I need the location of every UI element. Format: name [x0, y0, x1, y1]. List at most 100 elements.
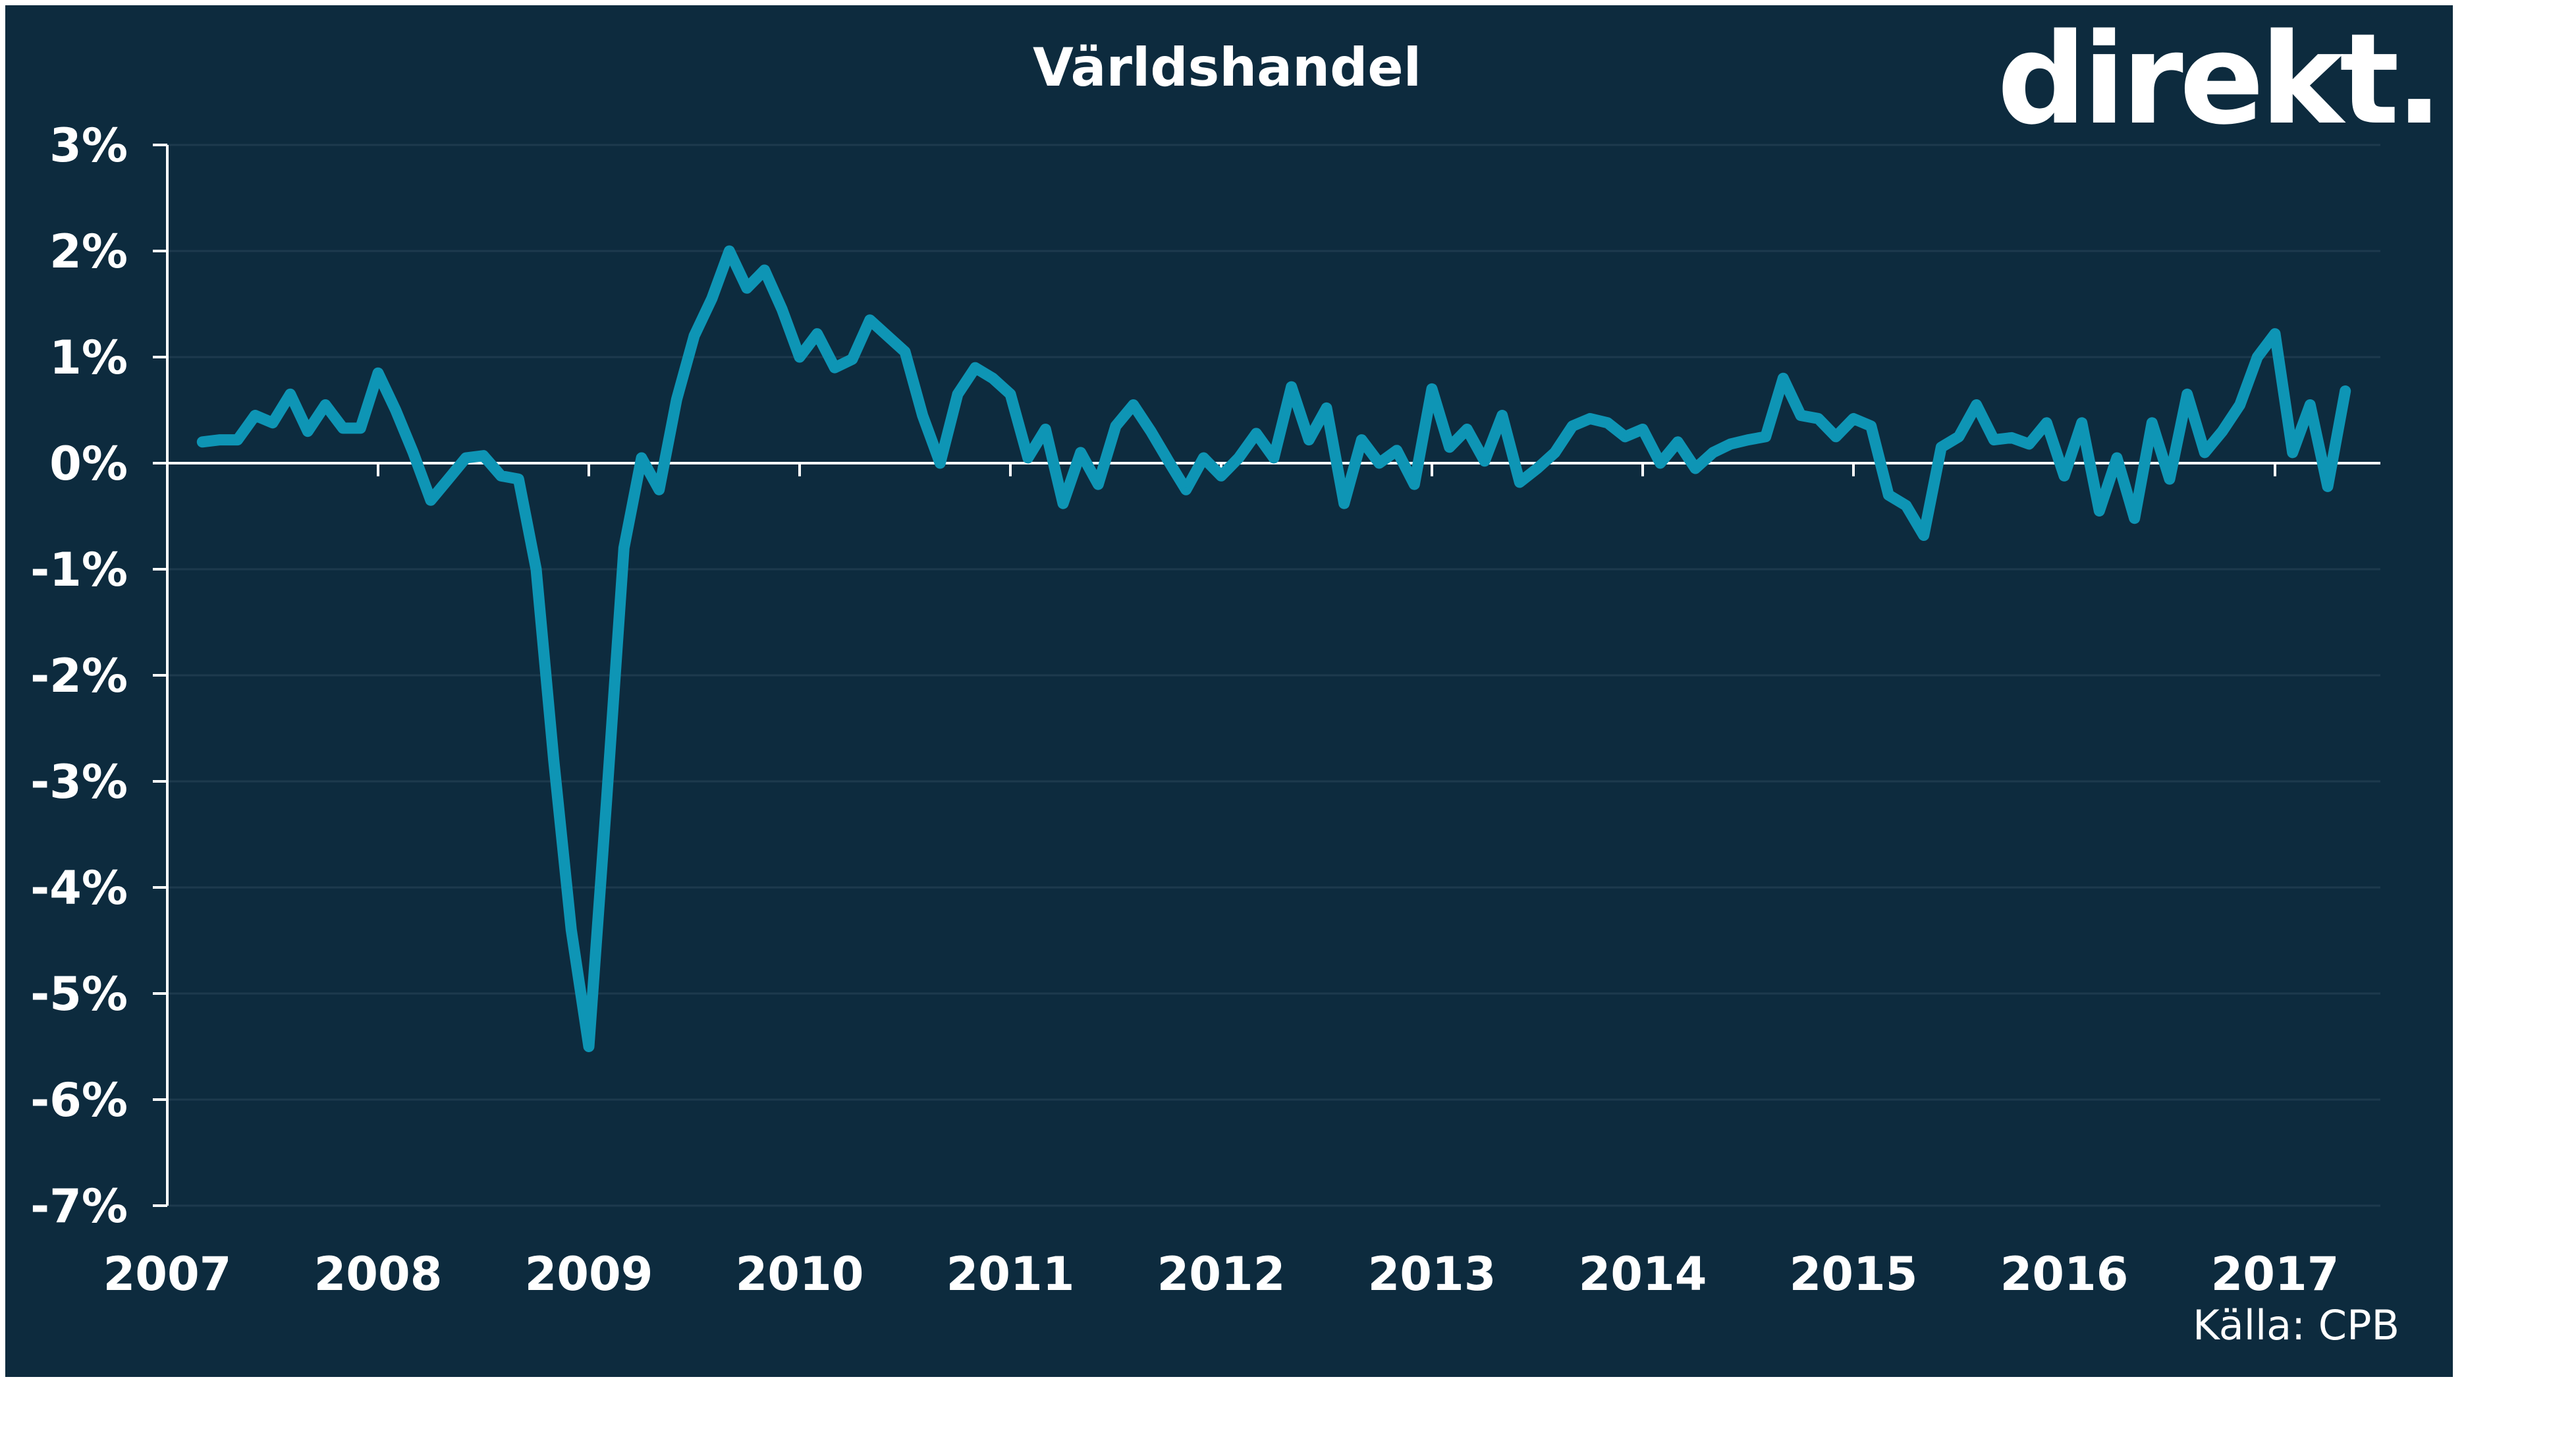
x-tick-label: 2007 — [103, 1247, 232, 1301]
data-point — [991, 376, 995, 381]
data-point — [833, 366, 837, 370]
data-point — [1114, 424, 1118, 428]
chart-panel: 3% 2% 1% 0% -1% -2% -3% -4% -5% -6% -7% 2007 2008 20… — [5, 5, 2453, 1377]
data-point — [1886, 493, 1891, 497]
data-point — [2343, 389, 2347, 393]
data-point — [271, 420, 275, 425]
data-point — [1342, 501, 1346, 506]
series-line-world-trade — [196, 245, 2351, 1052]
y-tick-label: -3% — [30, 755, 128, 809]
data-point — [1043, 427, 1048, 432]
y-tick-label: 2% — [49, 225, 128, 279]
y-tick-label: 0% — [49, 437, 128, 491]
data-point — [1728, 442, 1733, 446]
data-point — [2290, 450, 2295, 455]
data-point — [393, 408, 398, 412]
data-point — [2097, 509, 2102, 513]
data-point — [218, 437, 222, 442]
data-point — [1974, 403, 1979, 407]
data-point — [2044, 420, 2049, 425]
data-point — [1869, 424, 1873, 428]
data-point — [1851, 416, 1855, 421]
data-point — [1921, 533, 1926, 538]
data-point — [903, 349, 907, 354]
data-point — [323, 403, 327, 407]
data-point — [2308, 403, 2313, 407]
data-point — [2115, 456, 2119, 460]
data-point — [1447, 445, 1452, 449]
chart-title: Världshandel — [1033, 37, 1421, 98]
data-point — [692, 333, 696, 338]
x-tick-label: 2014 — [1579, 1247, 1707, 1301]
data-point — [938, 461, 943, 465]
x-tick-label: 2012 — [1157, 1247, 1286, 1301]
data-point — [306, 429, 310, 434]
data-point — [429, 498, 433, 503]
data-point — [1939, 445, 1944, 449]
data-point — [604, 800, 609, 805]
data-point — [622, 546, 626, 550]
data-point — [1078, 450, 1083, 455]
y-tick-label: -5% — [30, 967, 128, 1021]
data-point — [1149, 429, 1153, 434]
data-point — [1061, 501, 1065, 506]
chart-svg: 3%2%1%0%-1%-2%-3%-4%-5%-6%-7% 2007 2008 20… — [30, 7, 2443, 1349]
data-point — [1518, 480, 1522, 484]
data-point — [1500, 413, 1504, 418]
data-point — [762, 268, 767, 272]
data-point — [885, 333, 890, 338]
x-tick-label: 2017 — [2211, 1247, 2340, 1301]
data-point — [1816, 416, 1821, 421]
data-point — [2168, 477, 2172, 482]
data-point — [2062, 474, 2066, 478]
data-point — [1289, 385, 1294, 389]
source-note: Källa: CPB — [2193, 1301, 2399, 1349]
data-point — [1465, 427, 1469, 432]
data-point — [376, 371, 380, 376]
data-point — [1166, 459, 1170, 463]
data-point — [551, 758, 556, 762]
data-point — [1552, 450, 1557, 455]
data-point — [1623, 434, 1628, 439]
data-point — [499, 474, 503, 478]
data-point — [867, 318, 872, 322]
data-point — [956, 392, 960, 397]
data-point — [1272, 456, 1276, 460]
data-point — [657, 488, 661, 492]
grid-lines — [167, 144, 2380, 1207]
data-point — [569, 928, 574, 932]
data-point — [587, 1044, 591, 1049]
data-point — [1412, 482, 1417, 487]
data-point — [920, 413, 925, 418]
data-point — [2150, 420, 2154, 425]
x-tick-label: 2015 — [1790, 1247, 1918, 1301]
data-points — [200, 249, 2347, 1049]
data-point — [1359, 437, 1364, 442]
data-point — [2027, 442, 2031, 446]
data-point — [798, 355, 802, 359]
y-tick-label: 1% — [49, 331, 128, 385]
x-tick-label: 2011 — [946, 1247, 1075, 1301]
data-point — [1763, 434, 1768, 439]
data-point — [1676, 439, 1680, 444]
data-point — [1377, 461, 1381, 465]
data-point — [1799, 413, 1803, 418]
data-point — [1658, 461, 1662, 465]
y-tick-label: -1% — [30, 543, 128, 597]
data-point — [1588, 416, 1592, 421]
y-tick-label: -7% — [30, 1179, 128, 1233]
data-point — [1219, 474, 1223, 478]
data-point — [2203, 450, 2207, 455]
data-point — [1711, 450, 1715, 455]
data-point — [727, 249, 732, 253]
x-tick-label: 2009 — [525, 1247, 653, 1301]
y-tick-label: -4% — [30, 861, 128, 915]
data-point — [1641, 427, 1645, 432]
data-point — [674, 397, 679, 402]
data-point — [341, 426, 345, 430]
data-point — [253, 413, 258, 418]
data-point — [358, 426, 363, 430]
data-point — [1096, 482, 1101, 487]
data-point — [235, 437, 240, 442]
data-point — [1201, 456, 1206, 460]
